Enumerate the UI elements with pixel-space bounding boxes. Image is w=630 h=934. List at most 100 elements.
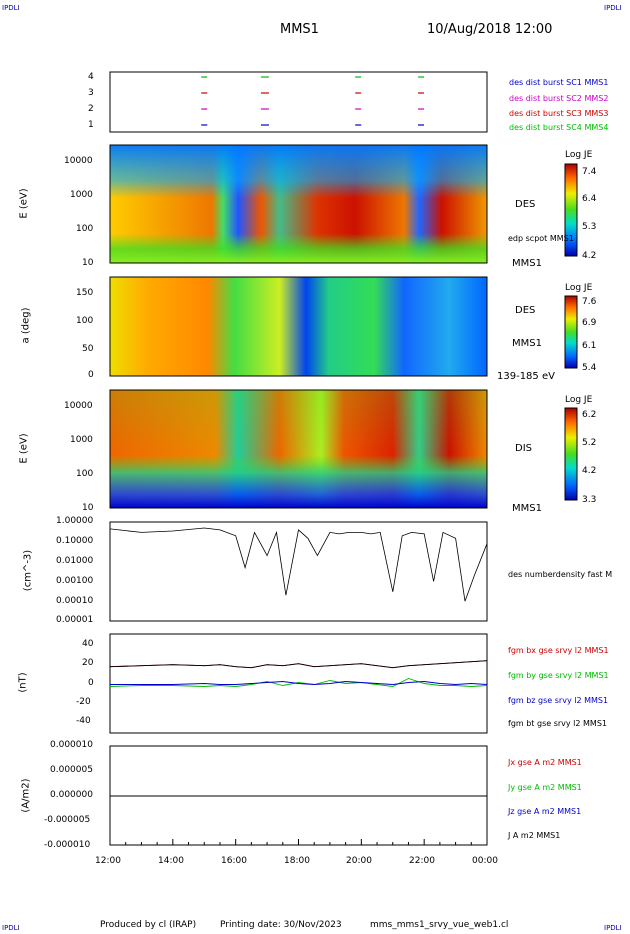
side-label-mms1-b: MMS1 <box>512 338 542 349</box>
panel-dis-energy-frame <box>109 389 488 509</box>
side-label-edp: edp scpot MMS1 <box>508 234 574 243</box>
cbar3-tick-2: 4.2 <box>582 466 597 476</box>
legend-density: des numberdensity fast M <box>508 570 613 579</box>
panel-burst-frame <box>109 71 488 133</box>
xtick-4: 20:00 <box>346 856 372 866</box>
xtick-5: 22:00 <box>409 856 435 866</box>
side-label-mms1-a: MMS1 <box>512 258 542 269</box>
ytick-cur-5: -0.000010 <box>44 840 91 850</box>
ylabel-dis-energy: E (eV) <box>18 433 30 464</box>
ytick-dens-1: 1.00000 <box>56 516 94 526</box>
legend-burst-sc4: des dist burst SC4 MMS4 <box>509 123 609 132</box>
cbar-title-3: Log JE <box>565 395 593 405</box>
ytick-dens-5: 0.00010 <box>56 596 94 606</box>
ytick-dens-2: 0.10000 <box>56 536 94 546</box>
ylabel-current: (A/m2) <box>20 778 32 813</box>
ytick-cur-2: 0.000005 <box>50 765 93 775</box>
ytick-dis-e-10000: 10000 <box>64 401 93 411</box>
cbar-title-1: Log JE <box>565 150 593 160</box>
cbar2-tick-3: 5.4 <box>582 363 597 373</box>
legend-burst-sc3: des dist burst SC3 MMS3 <box>509 109 609 118</box>
cbar1-tick-0: 7.4 <box>582 167 597 177</box>
legend-fgm-bz: fgm bz gse srvy l2 MMS1 <box>508 696 609 705</box>
side-label-energy-range: 139-185 eV <box>497 371 555 382</box>
ytick-des-e-10: 10 <box>82 258 94 268</box>
xtick-0: 12:00 <box>95 856 121 866</box>
des-pitch-spectrogram <box>110 277 487 376</box>
side-label-des-2: DES <box>515 305 536 316</box>
panel-des-pitch-frame <box>109 276 488 377</box>
ytick-burst-1: 1 <box>88 120 94 130</box>
legend-fgm-by: fgm by gse srvy l2 MMS1 <box>508 671 609 680</box>
cbar1-tick-3: 4.2 <box>582 251 597 261</box>
density-series-line <box>109 527 488 602</box>
ytick-burst-3: 3 <box>88 88 94 98</box>
ytick-burst-4: 4 <box>88 72 94 82</box>
legend-jz: Jz gse A m2 MMS1 <box>508 807 582 816</box>
corner-label-tr: IPDLI <box>604 4 622 12</box>
ytick-dens-4: 0.00100 <box>56 576 94 586</box>
ylabel-density: (cm^-3) <box>22 549 34 592</box>
datetime-title: 10/Aug/2018 12:00 <box>427 22 553 37</box>
footer-credit: Produced by cl (IRAP) <box>100 920 197 930</box>
ytick-pitch-50: 50 <box>82 344 94 354</box>
ytick-des-e-1000: 1000 <box>70 190 93 200</box>
xtick-3: 18:00 <box>284 856 310 866</box>
cbar3-tick-0: 6.2 <box>582 410 597 420</box>
fgm-series-bt <box>109 660 488 669</box>
ytick-pitch-0: 0 <box>88 370 94 380</box>
ylabel-fgm: (nT) <box>17 672 29 693</box>
ytick-dis-e-10: 10 <box>82 503 94 513</box>
footer-file: mms_mms1_srvy_vue_web1.cl <box>370 920 509 930</box>
legend-fgm-bt: fgm bt gse srvy l2 MMS1 <box>508 719 607 728</box>
xtick-6: 00:00 <box>472 856 498 866</box>
ytick-pitch-150: 150 <box>76 288 94 298</box>
ytick-burst-2: 2 <box>88 104 94 114</box>
panel-des-energy-frame <box>109 144 488 264</box>
ytick-fgm-0: 0 <box>88 678 94 688</box>
ylabel-des-pitch: a (deg) <box>20 307 32 344</box>
legend-burst-sc2: des dist burst SC2 MMS2 <box>509 94 609 103</box>
ytick-des-e-100: 100 <box>76 224 94 234</box>
corner-label-bl: IPDLI <box>2 924 20 932</box>
ytick-fgm-m40: -40 <box>76 716 91 726</box>
legend-jy: Jy gse A m2 MMS1 <box>508 783 582 792</box>
panel-density-frame <box>109 521 488 622</box>
ytick-fgm-20: 20 <box>82 658 94 668</box>
cbar1-tick-1: 6.4 <box>582 194 597 204</box>
cbar2-tick-1: 6.9 <box>582 318 597 328</box>
legend-burst-sc1: des dist burst SC1 MMS1 <box>509 78 609 87</box>
cbar2-tick-0: 7.6 <box>582 297 597 307</box>
xtick-1: 14:00 <box>158 856 184 866</box>
cbar1-tick-2: 5.3 <box>582 222 597 232</box>
ytick-cur-3: 0.000000 <box>50 790 93 800</box>
dis-energy-overlay <box>110 390 487 508</box>
xtick-2: 16:00 <box>221 856 247 866</box>
ylabel-des-energy: E (eV) <box>18 188 30 219</box>
colorbar-des-pitch <box>564 295 578 369</box>
mission-title: MMS1 <box>280 22 319 37</box>
side-label-dis: DIS <box>515 443 532 454</box>
fgm-series-bz <box>110 681 488 685</box>
legend-jx: Jx gse A m2 MMS1 <box>508 758 582 767</box>
ytick-fgm-40: 40 <box>82 639 94 649</box>
cbar-title-2: Log JE <box>565 283 593 293</box>
cbar2-tick-2: 6.1 <box>582 341 597 351</box>
corner-label-br: IPDLI <box>604 924 622 932</box>
fgm-series-by <box>109 678 488 687</box>
side-label-des: DES <box>515 199 536 210</box>
ytick-dis-e-1000: 1000 <box>70 435 93 445</box>
ytick-pitch-100: 100 <box>76 316 94 326</box>
des-energy-overlay <box>110 145 487 263</box>
ytick-dens-6: 0.00001 <box>56 615 94 625</box>
ytick-cur-4: -0.000005 <box>44 815 91 825</box>
colorbar-des-energy <box>564 163 578 257</box>
colorbar-dis-energy <box>564 407 578 501</box>
footer-printing: Printing date: 30/Nov/2023 <box>220 920 342 930</box>
corner-label-tl: IPDLI <box>2 4 20 12</box>
legend-j: J A m2 MMS1 <box>508 831 561 840</box>
ytick-dens-3: 0.01000 <box>56 556 94 566</box>
side-label-mms1-c: MMS1 <box>512 503 542 514</box>
ytick-dis-e-100: 100 <box>76 469 94 479</box>
